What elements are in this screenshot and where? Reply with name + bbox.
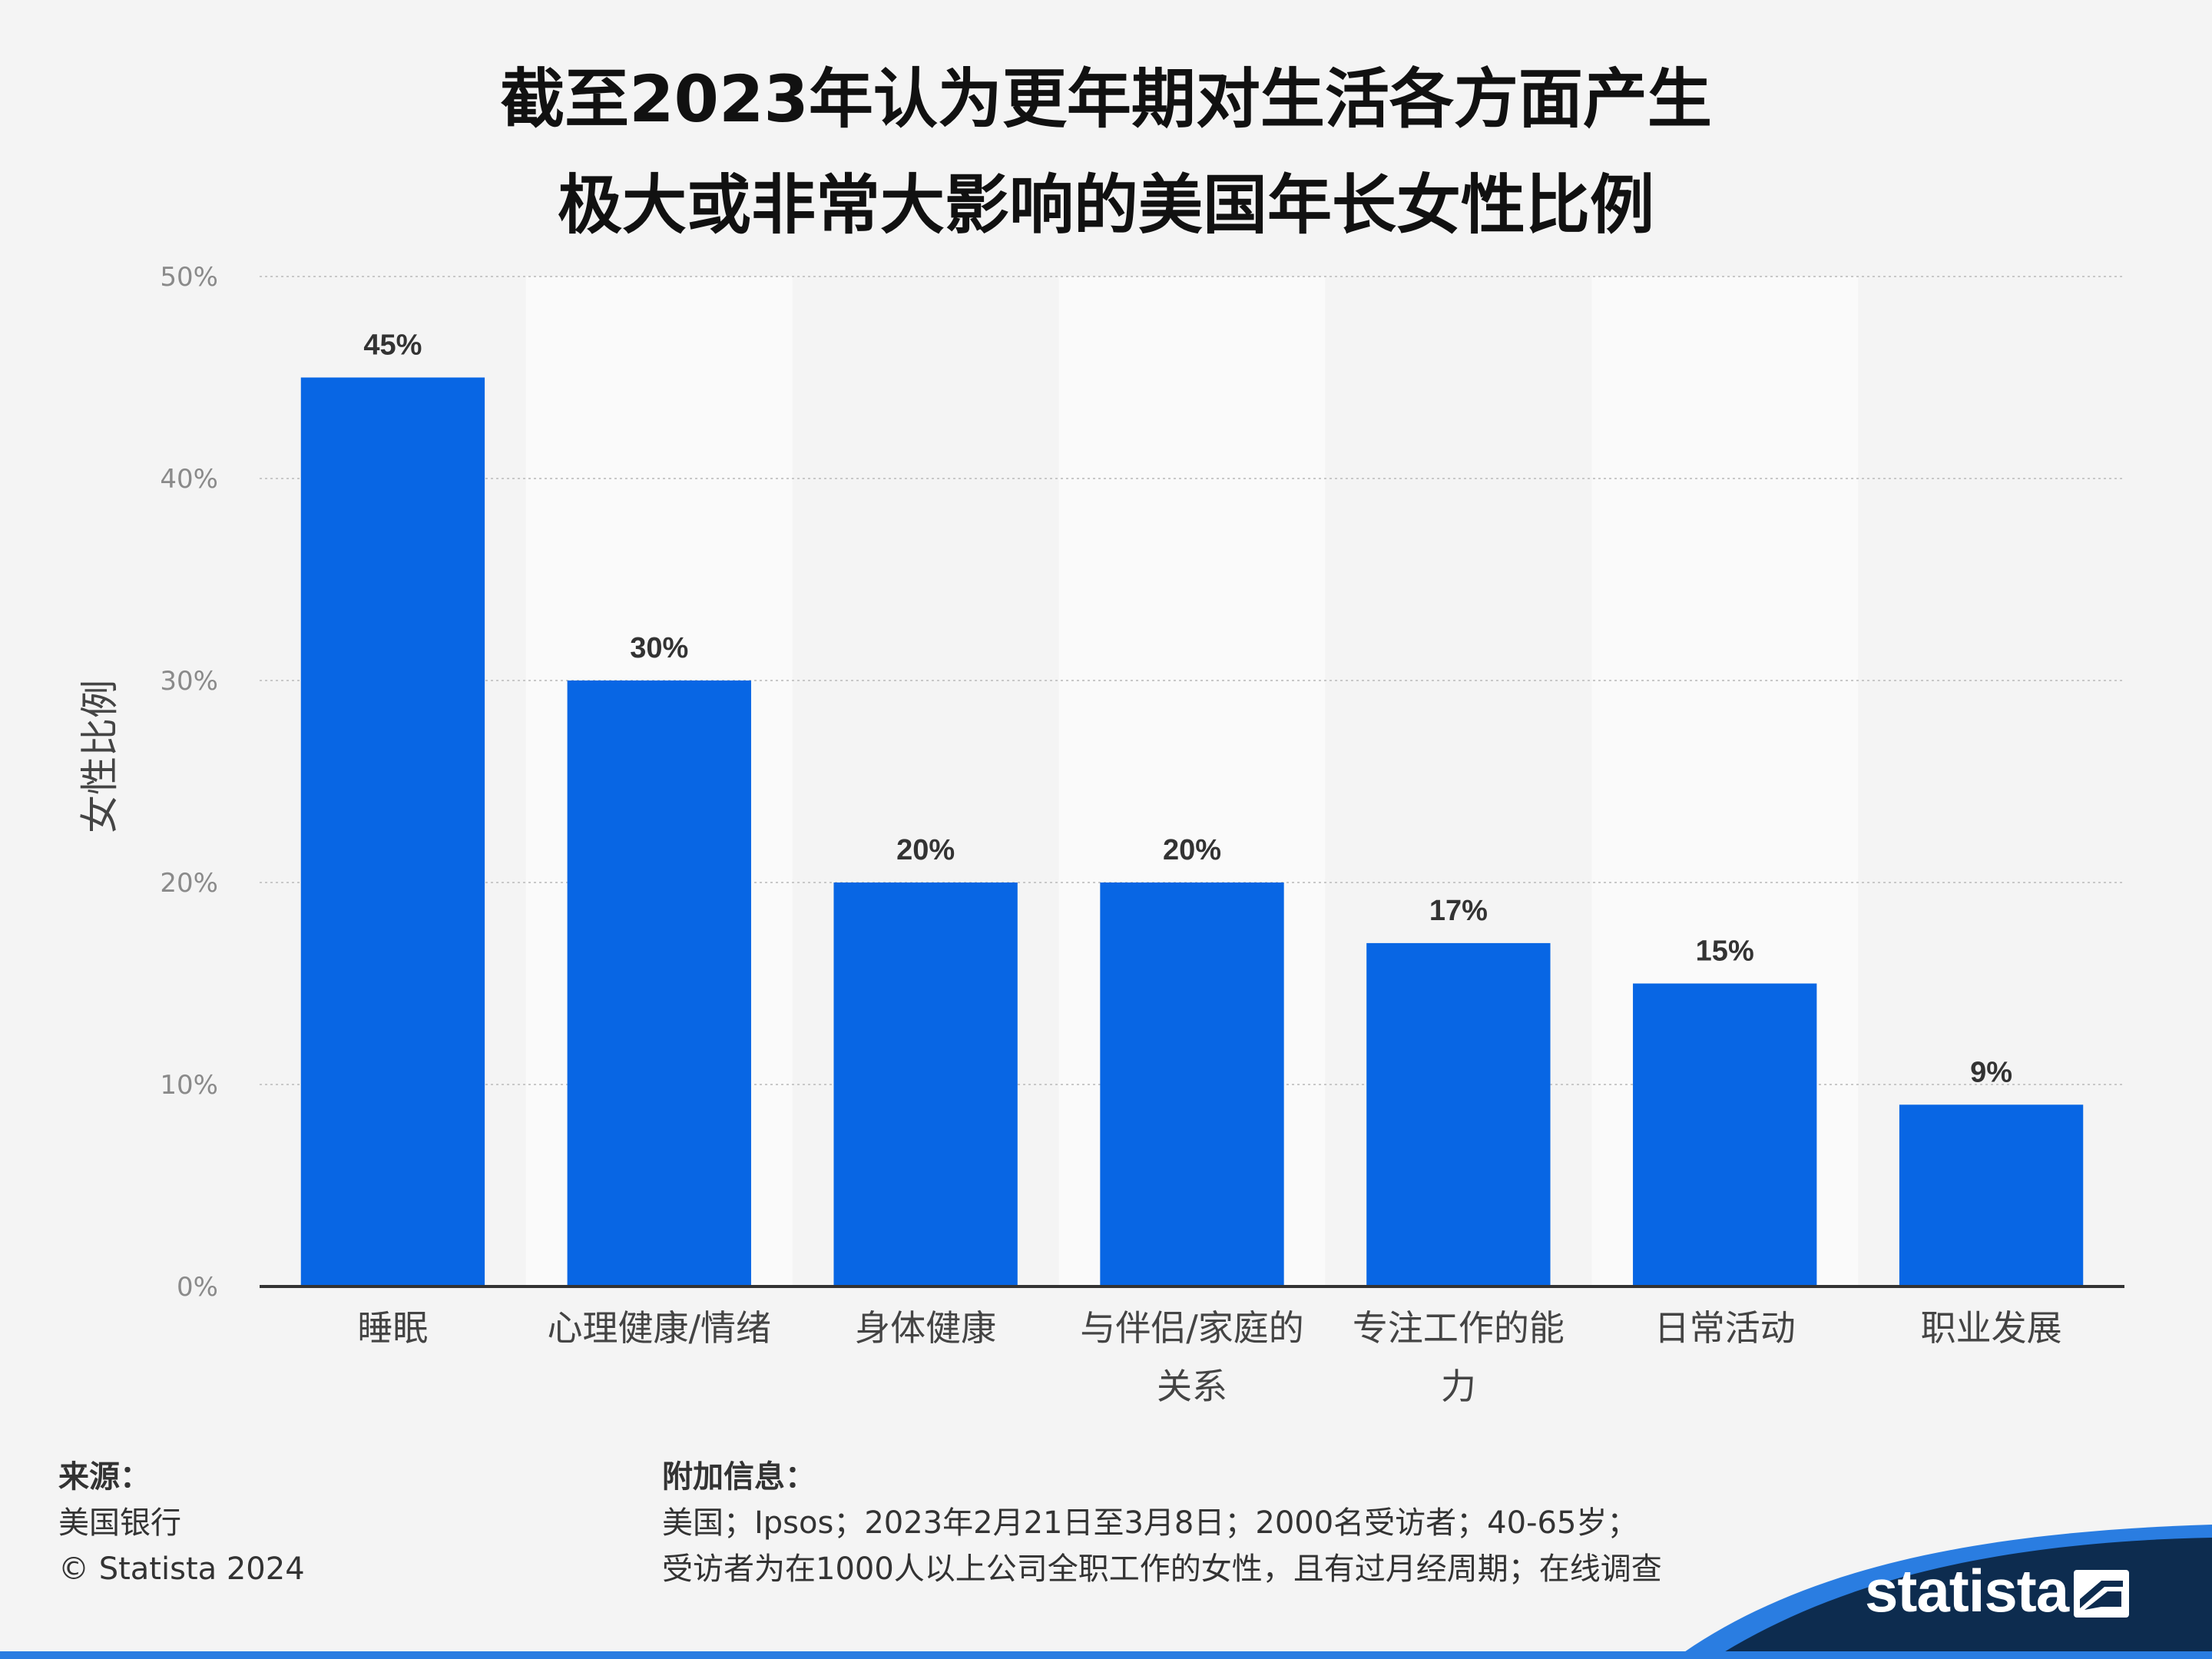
value-label: 9% (1970, 1056, 2012, 1088)
chart-title: 截至2023年认为更年期对生活各方面产生 极大或非常大影响的美国年长女性比例 (0, 46, 2212, 258)
x-tick-label: 力 (1441, 1366, 1476, 1407)
y-tick-label: 10% (160, 1070, 218, 1101)
source-line-2[interactable]: © Statista 2024 (58, 1551, 305, 1587)
info-line-2: 受访者为在1000人以上公司全职工作的女性，且有过月经周期；在线调查 (662, 1551, 1662, 1587)
bar[interactable] (833, 882, 1018, 1286)
bar[interactable] (1366, 942, 1551, 1286)
x-tick-label: 与伴侣/家庭的 (1080, 1307, 1304, 1349)
y-tick-label: 0% (177, 1272, 218, 1303)
bar[interactable] (300, 377, 485, 1287)
value-label: 45% (363, 329, 422, 362)
statista-logo[interactable]: statista (1865, 1557, 2069, 1624)
source-line-1: 美国银行 (58, 1505, 181, 1541)
footer-wave-main (1713, 1538, 2212, 1659)
x-tick-label: 职业发展 (1921, 1307, 2062, 1349)
source-block: 来源： 美国银行 © Statista 2024 (58, 1454, 305, 1592)
additional-info-block: 附加信息： 美国；Ipsos；2023年2月21日至3月8日；2000名受访者；… (662, 1454, 1662, 1592)
x-tick-label: 身体健康 (855, 1307, 996, 1349)
value-label: 30% (630, 632, 688, 664)
source-heading: 来源： (58, 1459, 151, 1495)
x-tick-label: 心理健康/情绪 (548, 1307, 772, 1349)
chart-title-line-2: 极大或非常大影响的美国年长女性比例 (557, 167, 1654, 243)
bar[interactable] (1899, 1104, 2084, 1286)
value-label: 17% (1429, 895, 1488, 927)
statista-mark-icon (2074, 1570, 2129, 1618)
bar[interactable] (1633, 983, 1817, 1287)
value-label: 20% (896, 834, 955, 866)
value-label: 20% (1163, 834, 1221, 866)
x-tick-label: 日常活动 (1654, 1307, 1796, 1349)
y-tick-label: 40% (160, 464, 218, 495)
bar-chart: 0% 10% 20% 30% 40% 50% 45% 睡眠 30% 心理健康/情绪 20% 身体健康 2… (160, 262, 2124, 1407)
bottom-accent-line (0, 1651, 2212, 1659)
bar[interactable] (567, 680, 751, 1286)
x-tick-label: 睡眠 (357, 1307, 428, 1349)
value-label: 15% (1696, 935, 1754, 968)
y-tick-label: 30% (160, 666, 218, 697)
bar[interactable] (1100, 882, 1284, 1286)
chart-title-line-1: 截至2023年认为更年期对生活各方面产生 (500, 61, 1712, 137)
info-line-1: 美国；Ipsos；2023年2月21日至3月8日；2000名受访者；40-65岁… (662, 1505, 1638, 1541)
info-heading: 附加信息： (662, 1459, 816, 1495)
y-tick-label: 20% (160, 868, 218, 899)
x-tick-label: 关系 (1157, 1366, 1227, 1407)
y-tick-label: 50% (160, 262, 218, 293)
x-tick-label: 专注工作的能 (1353, 1307, 1565, 1349)
